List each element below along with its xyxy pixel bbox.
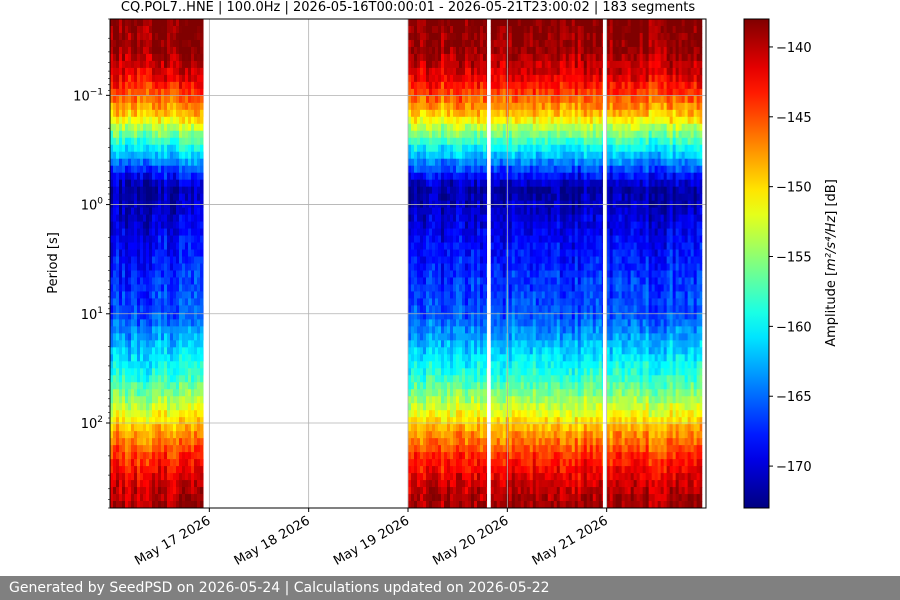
colorbar-tick-label: −145 <box>776 111 812 126</box>
data-segment <box>606 19 703 509</box>
colorbar-tick-label: −140 <box>776 41 812 56</box>
grid <box>110 19 706 508</box>
y-tick-label: 100 <box>81 197 104 214</box>
data-segment <box>110 19 204 509</box>
x-axis: May 17 2026 May 18 2026 May 19 2026 May 20 … <box>132 508 611 569</box>
colorbar-tick-label: −170 <box>776 460 812 475</box>
colorbar-ticks: −140 −145 −150 −155 −160 −165 −170 <box>769 41 812 475</box>
x-tick-label: May 21 2026 <box>530 513 611 568</box>
x-tick-label: May 18 2026 <box>232 513 313 568</box>
x-tick-label: May 19 2026 <box>331 513 412 568</box>
y-axis: 10−1 100 101 102 <box>73 18 110 509</box>
y-axis-label: Period [s] <box>46 232 61 294</box>
footer-text: Generated by SeedPSD on 2026-05-24 | Cal… <box>9 580 550 596</box>
chart-title: CQ.POL7..HNE | 100.0Hz | 2026-05-16T00:0… <box>121 0 695 15</box>
colorbar-label: Amplitude [m²/s⁴/Hz] [dB] <box>824 179 839 347</box>
colorbar-tick-label: −165 <box>776 390 812 405</box>
x-tick-label: May 17 2026 <box>132 513 213 568</box>
colorbar-label-suffix: ] [dB] <box>824 179 839 216</box>
footer-bar: Generated by SeedPSD on 2026-05-24 | Cal… <box>0 576 900 600</box>
colorbar-label-units: m²/s⁴/Hz <box>824 215 839 271</box>
colorbar-tick-label: −155 <box>776 251 812 266</box>
y-tick-label: 101 <box>81 306 103 323</box>
colorbar-label-prefix: Amplitude [ <box>824 271 839 347</box>
colorbar-tick-label: −150 <box>776 181 812 196</box>
psd-spectrogram-chart: CQ.POL7..HNE | 100.0Hz | 2026-05-16T00:0… <box>46 0 839 569</box>
colorbar <box>743 18 770 509</box>
heatmap <box>110 19 703 509</box>
y-tick-label: 10−1 <box>73 87 103 104</box>
data-segment <box>408 19 488 509</box>
x-tick-label: May 20 2026 <box>430 513 511 568</box>
y-tick-label: 102 <box>81 415 103 432</box>
colorbar-tick-label: −160 <box>776 320 812 335</box>
